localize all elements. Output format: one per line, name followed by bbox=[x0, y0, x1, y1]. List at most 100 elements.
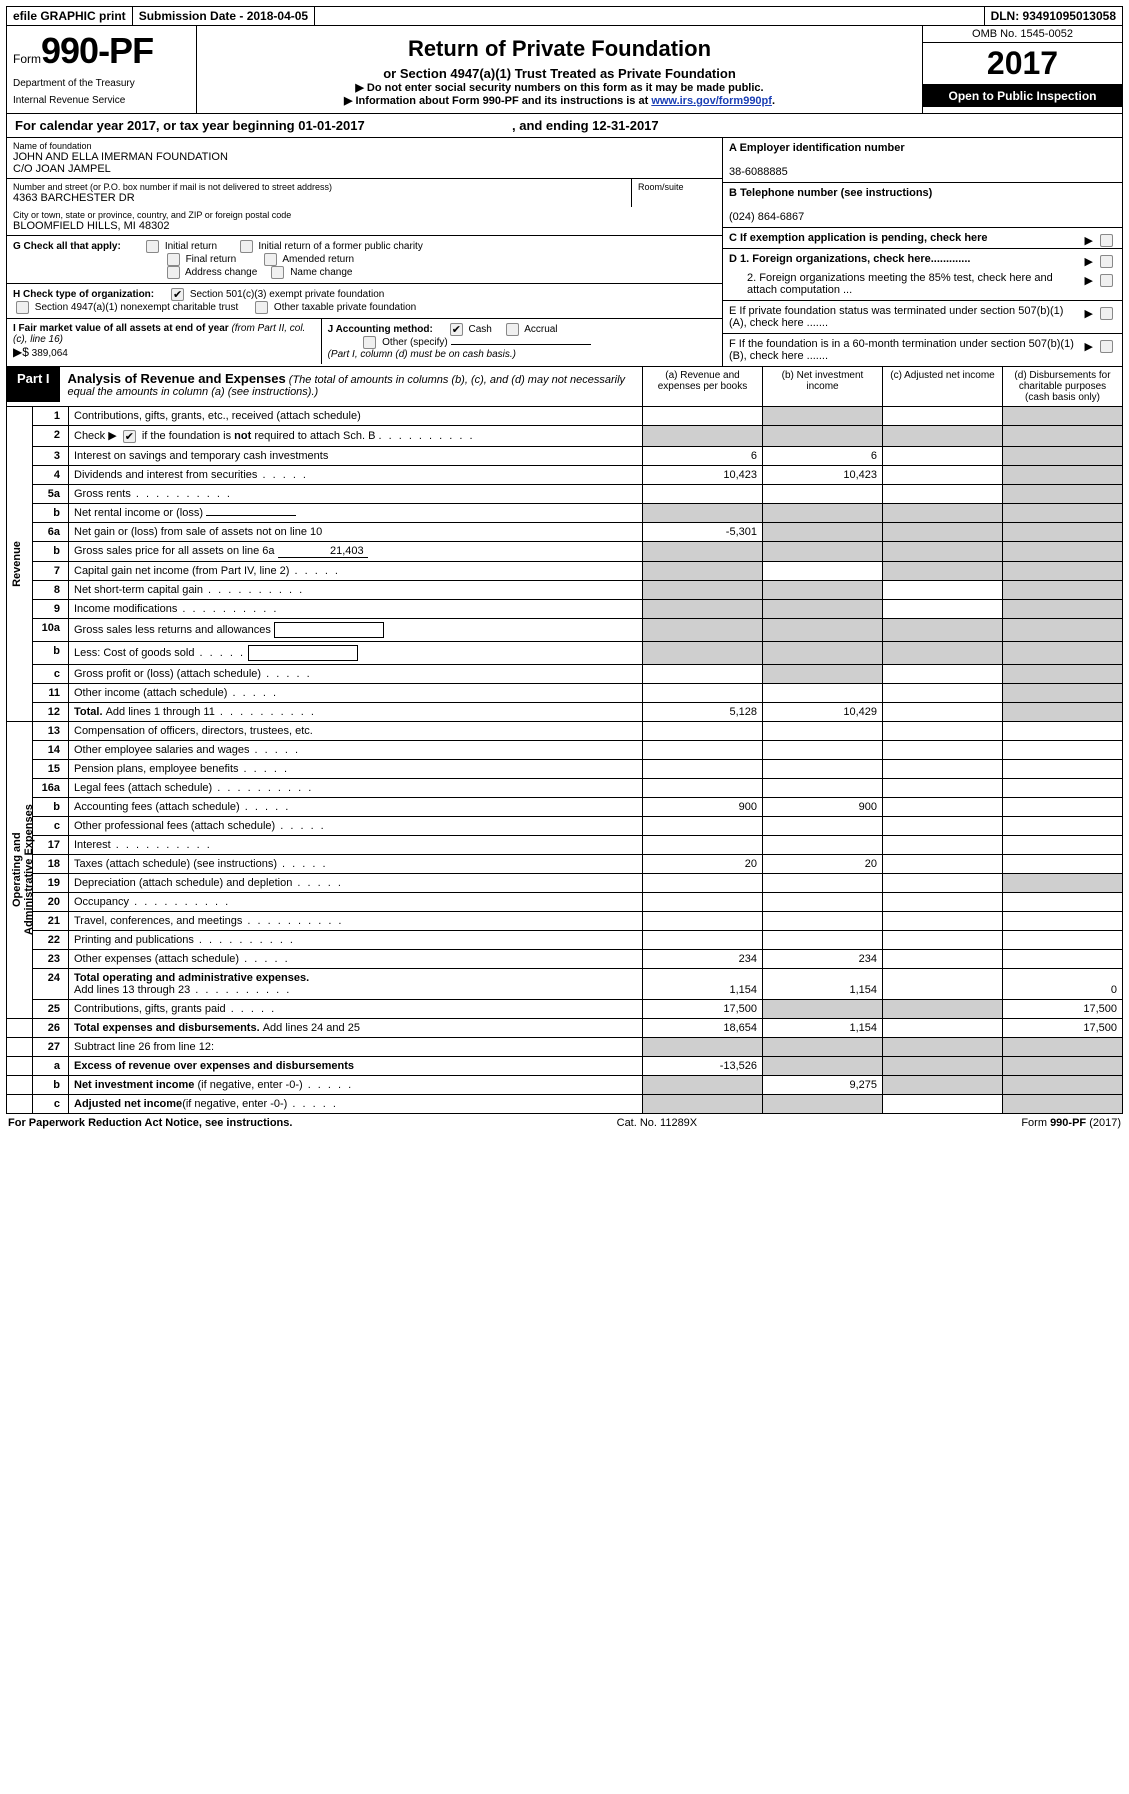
cb-status-terminated[interactable] bbox=[1100, 307, 1113, 320]
g-amended: Amended return bbox=[282, 254, 354, 265]
d2-arrow-icon: ▶ bbox=[1085, 274, 1093, 287]
cb-initial-former[interactable] bbox=[240, 240, 253, 253]
r2-pre: Check ▶ bbox=[74, 430, 117, 442]
row-10a: 10a Gross sales less returns and allowan… bbox=[7, 618, 1123, 641]
footer-catno: Cat. No. 11289X bbox=[617, 1117, 698, 1129]
cb-exemption-pending[interactable] bbox=[1100, 234, 1113, 247]
row-16b: bAccounting fees (attach schedule)900900 bbox=[7, 797, 1123, 816]
revenue-side-label: Revenue bbox=[7, 407, 33, 722]
instructions-note: ▶ Information about Form 990-PF and its … bbox=[209, 94, 910, 107]
j-other: Other (specify) bbox=[382, 337, 448, 348]
cb-other-method[interactable] bbox=[363, 336, 376, 349]
row-4: 4 Dividends and interest from securities… bbox=[7, 465, 1123, 484]
city-cell: City or town, state or province, country… bbox=[7, 207, 722, 236]
row-18: 18Taxes (attach schedule) (see instructi… bbox=[7, 854, 1123, 873]
row-13: Operating and Administrative Expenses 13… bbox=[7, 721, 1123, 740]
cb-4947a1[interactable] bbox=[16, 301, 29, 314]
row-7: 7 Capital gain net income (from Part IV,… bbox=[7, 561, 1123, 580]
form-title: Return of Private Foundation bbox=[209, 36, 910, 62]
row-21: 21Travel, conferences, and meetings bbox=[7, 911, 1123, 930]
row-17: 17Interest bbox=[7, 835, 1123, 854]
part1-header-cell: Part I Analysis of Revenue and Expenses … bbox=[7, 367, 643, 407]
city-value: BLOOMFIELD HILLS, MI 48302 bbox=[13, 220, 716, 232]
top-strip: efile GRAPHIC print Submission Date - 20… bbox=[6, 6, 1123, 26]
c-label: C If exemption application is pending, c… bbox=[729, 232, 988, 244]
j-cash: Cash bbox=[468, 324, 491, 335]
r2-post: if the foundation is bbox=[142, 430, 234, 442]
open-to-public: Open to Public Inspection bbox=[923, 85, 1122, 107]
name-label: Name of foundation bbox=[13, 141, 716, 151]
row-5b: b Net rental income or (loss) bbox=[7, 503, 1123, 522]
phone-value: (024) 864-6867 bbox=[729, 211, 804, 223]
row-10c: c Gross profit or (loss) (attach schedul… bbox=[7, 664, 1123, 683]
footer-right: Form 990-PF (2017) bbox=[1021, 1117, 1121, 1129]
expenses-side-label: Operating and Administrative Expenses bbox=[7, 721, 33, 1018]
d1-label: D 1. Foreign organizations, check here..… bbox=[729, 253, 970, 265]
g-initial-return: Initial return bbox=[165, 241, 217, 252]
row-27b: b Net investment income (if negative, en… bbox=[7, 1075, 1123, 1094]
form-subtitle: or Section 4947(a)(1) Trust Treated as P… bbox=[209, 66, 910, 81]
j-accrual: Accrual bbox=[524, 324, 557, 335]
row-23: 23Other expenses (attach schedule)234234 bbox=[7, 949, 1123, 968]
cb-schB-not-required[interactable] bbox=[123, 430, 136, 443]
efile-label[interactable]: efile GRAPHIC print bbox=[7, 7, 133, 25]
header-right: OMB No. 1545-0052 2017 Open to Public In… bbox=[922, 26, 1122, 113]
section-g: G Check all that apply: Initial return I… bbox=[7, 236, 722, 284]
part1-table: Part I Analysis of Revenue and Expenses … bbox=[6, 367, 1123, 1114]
i-label: I Fair market value of all assets at end… bbox=[13, 323, 231, 334]
row-15: 15Pension plans, employee benefits bbox=[7, 759, 1123, 778]
cb-cash[interactable] bbox=[450, 323, 463, 336]
col-a-header: (a) Revenue and expenses per books bbox=[643, 367, 763, 407]
header-left: Form990-PF Department of the Treasury In… bbox=[7, 26, 197, 113]
j-label: J Accounting method: bbox=[328, 324, 433, 335]
cb-foreign-85[interactable] bbox=[1100, 274, 1113, 287]
cb-address-change[interactable] bbox=[167, 266, 180, 279]
foundation-care-of: C/O JOAN JAMPEL bbox=[13, 163, 716, 175]
tax-year: 2017 bbox=[923, 43, 1122, 85]
row-8: 8 Net short-term capital gain bbox=[7, 580, 1123, 599]
row-22: 22Printing and publications bbox=[7, 930, 1123, 949]
row-24: 24Total operating and administrative exp… bbox=[7, 968, 1123, 999]
dln: DLN: 93491095013058 bbox=[985, 7, 1122, 25]
cb-foreign-org[interactable] bbox=[1100, 255, 1113, 268]
g-address-change: Address change bbox=[185, 267, 257, 278]
dept-irs: Internal Revenue Service bbox=[13, 95, 190, 106]
phone-label: B Telephone number (see instructions) bbox=[729, 187, 932, 199]
row-27c: c Adjusted net income(if negative, enter… bbox=[7, 1094, 1123, 1113]
right-column: A Employer identification number 38-6088… bbox=[722, 138, 1122, 366]
dept-treasury: Department of the Treasury bbox=[13, 78, 190, 89]
row-6b: b Gross sales price for all assets on li… bbox=[7, 541, 1123, 561]
form-word: Form bbox=[13, 52, 41, 66]
note2-pre: ▶ Information about Form 990-PF and its … bbox=[344, 95, 651, 107]
header-center: Return of Private Foundation or Section … bbox=[197, 26, 922, 113]
r2-not: not bbox=[234, 430, 251, 442]
row-9: 9 Income modifications bbox=[7, 599, 1123, 618]
address-label: Number and street (or P.O. box number if… bbox=[13, 182, 625, 192]
form-number: 990-PF bbox=[41, 30, 153, 71]
cb-501c3[interactable] bbox=[171, 288, 184, 301]
cb-amended[interactable] bbox=[264, 253, 277, 266]
part1-title: Analysis of Revenue and Expenses bbox=[68, 371, 286, 386]
form-header: Form990-PF Department of the Treasury In… bbox=[6, 26, 1123, 114]
col-b-header: (b) Net investment income bbox=[763, 367, 883, 407]
cb-accrual[interactable] bbox=[506, 323, 519, 336]
row-27: 27 Subtract line 26 from line 12: bbox=[7, 1037, 1123, 1056]
instructions-link[interactable]: www.irs.gov/form990pf bbox=[651, 95, 772, 107]
row-1: Revenue 1 Contributions, gifts, grants, … bbox=[7, 407, 1123, 426]
d2-label: 2. Foreign organizations meeting the 85%… bbox=[747, 272, 1076, 296]
cb-final-return[interactable] bbox=[167, 253, 180, 266]
col-d-header: (d) Disbursements for charitable purpose… bbox=[1003, 367, 1123, 407]
cb-initial-return[interactable] bbox=[146, 240, 159, 253]
room-label: Room/suite bbox=[638, 182, 716, 192]
cb-name-change[interactable] bbox=[271, 266, 284, 279]
cb-60month[interactable] bbox=[1100, 340, 1113, 353]
other-specify-line[interactable] bbox=[451, 344, 591, 345]
cal-begin: For calendar year 2017, or tax year begi… bbox=[15, 118, 365, 133]
foundation-name-cell: Name of foundation JOHN AND ELLA IMERMAN… bbox=[7, 138, 722, 179]
e-cell: ▶ E If private foundation status was ter… bbox=[723, 301, 1122, 334]
r5b-box bbox=[206, 515, 296, 516]
d-cell: ▶ D 1. Foreign organizations, check here… bbox=[723, 249, 1122, 301]
col-c-header: (c) Adjusted net income bbox=[883, 367, 1003, 407]
row-20: 20Occupancy bbox=[7, 892, 1123, 911]
cb-other-taxable[interactable] bbox=[255, 301, 268, 314]
